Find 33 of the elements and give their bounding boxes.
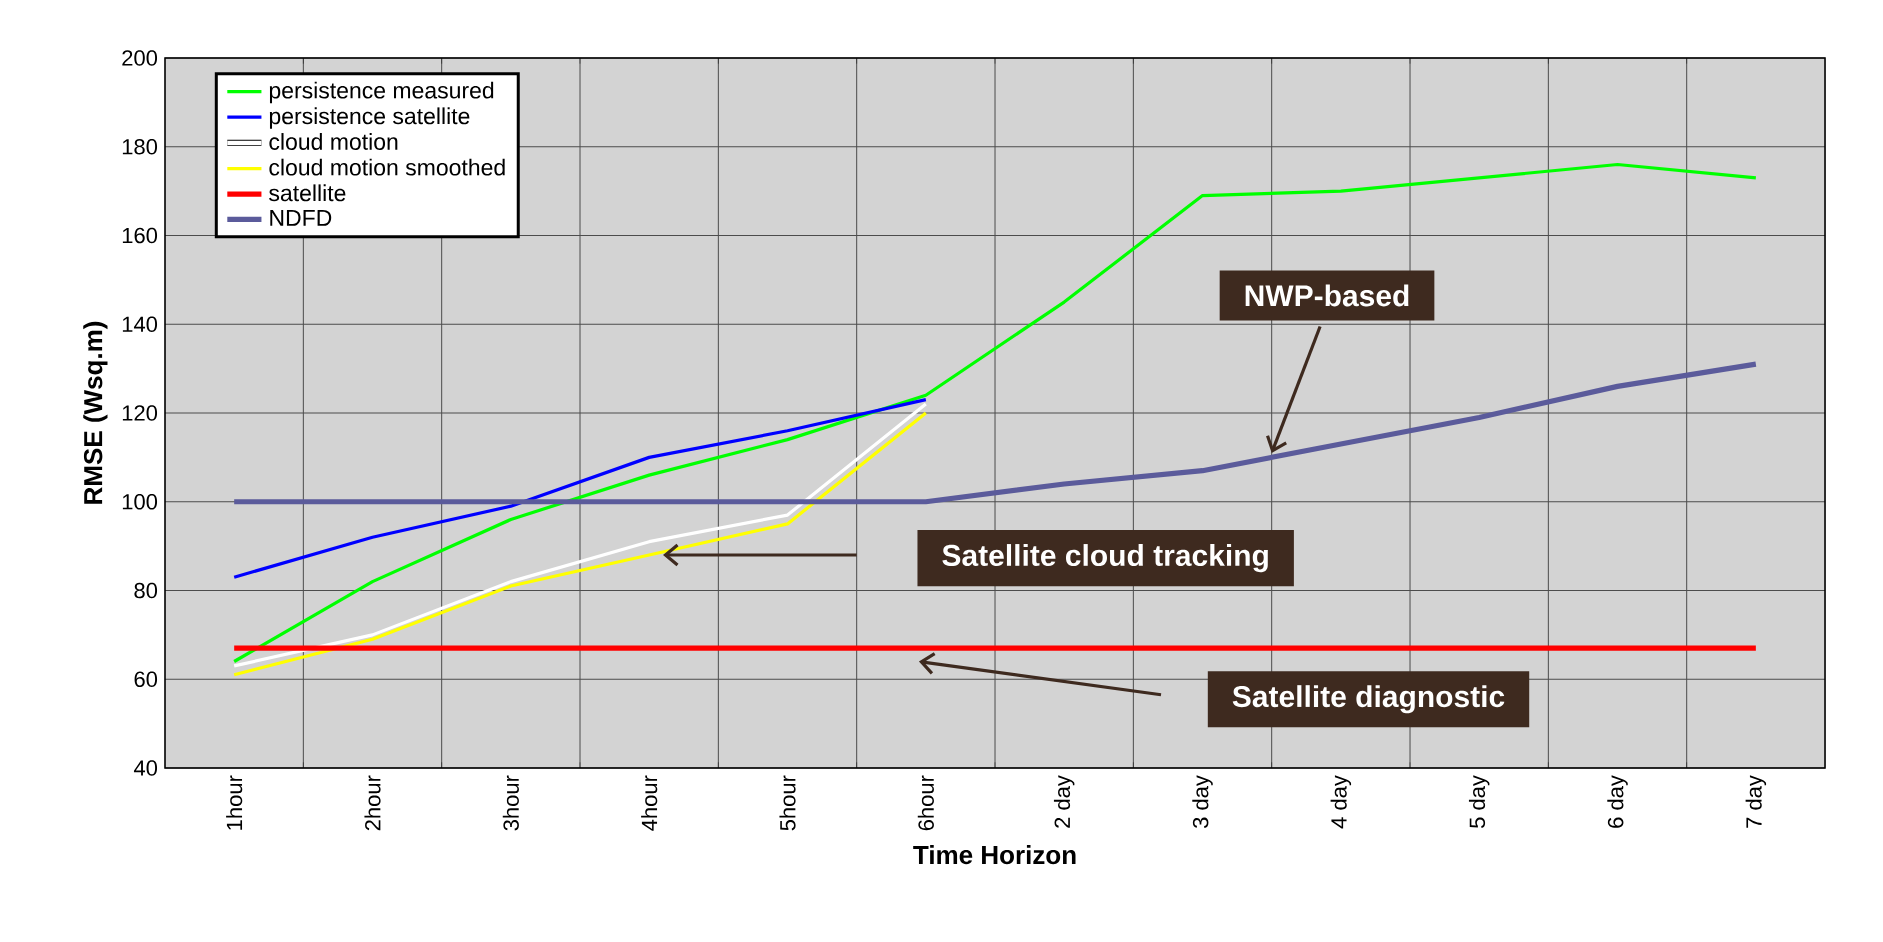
y-tick-label: 40 [133, 760, 158, 776]
y-tick-label: 60 [134, 671, 158, 688]
legend-label: cloud motion smoothed [269, 158, 505, 176]
x-tick-label: 2hour [364, 775, 381, 831]
x-tick-label: 4 day [1330, 775, 1352, 829]
x-tick-label: 6 day [1607, 775, 1628, 828]
y-tick-label: 180 [122, 138, 158, 155]
y-tick-label: 200 [122, 50, 158, 66]
y-tick-label: 140 [122, 316, 158, 333]
y-tick-label: 80 [134, 582, 158, 599]
legend-label: satellite [269, 184, 346, 202]
legend-label: cloud motion [269, 133, 398, 150]
x-tick-label: 3 day [1192, 775, 1213, 829]
x-tick-label: 4hour [641, 775, 658, 831]
x-tick-label: 1hour [226, 775, 243, 830]
legend-label: persistence satellite [269, 107, 470, 129]
x-tick-label: 7 day [1745, 775, 1767, 828]
legend-label: NDFD [270, 210, 332, 226]
y-tick-label: 100 [122, 493, 158, 510]
x-axis-title: Time Horizon [913, 845, 1076, 865]
x-tick-label: 5 day [1468, 775, 1490, 829]
x-tick-label: 5hour [779, 775, 796, 831]
legend-label: persistence measured [269, 81, 494, 104]
x-tick-label: 3hour [502, 775, 519, 831]
annotation: Satellite diagnostic [1232, 685, 1505, 714]
x-tick-label: 2 day [1053, 775, 1075, 828]
y-axis-title: RMSE (Wsq.m) [83, 321, 108, 504]
annotation: Satellite cloud tracking [942, 544, 1268, 573]
y-tick-label: 160 [122, 227, 158, 244]
x-tick-label: 6hour [917, 775, 934, 831]
annotation: NWP-based [1245, 284, 1409, 307]
line-series [232, 398, 928, 579]
y-tick-label: 120 [122, 405, 158, 421]
